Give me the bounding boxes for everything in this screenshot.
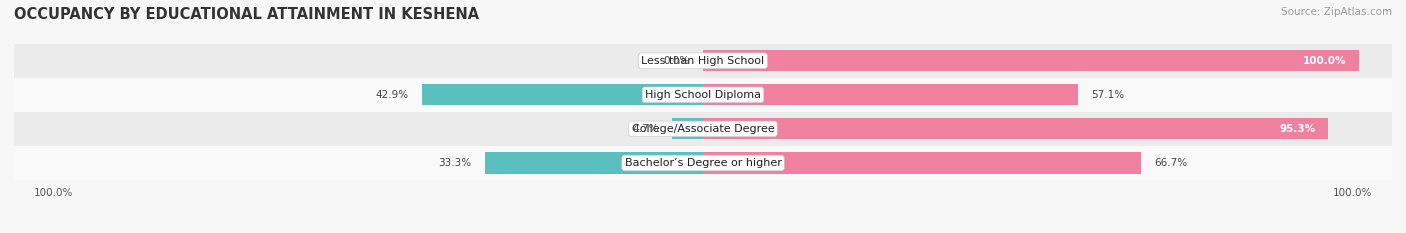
Text: Source: ZipAtlas.com: Source: ZipAtlas.com [1281,7,1392,17]
Text: 95.3%: 95.3% [1279,124,1315,134]
Bar [703,118,1329,140]
Text: 0.0%: 0.0% [664,56,690,66]
Text: College/Associate Degree: College/Associate Degree [631,124,775,134]
Text: High School Diploma: High School Diploma [645,90,761,100]
Bar [672,118,703,140]
Text: 100.0%: 100.0% [1302,56,1346,66]
Text: 42.9%: 42.9% [375,90,408,100]
Text: 33.3%: 33.3% [439,158,471,168]
Legend: Owner-occupied, Renter-occupied: Owner-occupied, Renter-occupied [582,230,824,233]
Text: 66.7%: 66.7% [1154,158,1187,168]
Bar [485,152,703,174]
Bar [703,84,1077,105]
Text: 57.1%: 57.1% [1091,90,1123,100]
Text: OCCUPANCY BY EDUCATIONAL ATTAINMENT IN KESHENA: OCCUPANCY BY EDUCATIONAL ATTAINMENT IN K… [14,7,479,22]
Text: 4.7%: 4.7% [633,124,659,134]
Bar [703,50,1360,71]
Text: Less than High School: Less than High School [641,56,765,66]
Text: Bachelor’s Degree or higher: Bachelor’s Degree or higher [624,158,782,168]
Bar [14,44,1392,78]
Bar [14,146,1392,180]
Bar [422,84,703,105]
Bar [703,152,1140,174]
Bar [14,78,1392,112]
Text: 100.0%: 100.0% [1333,188,1372,198]
Bar [14,112,1392,146]
Text: 100.0%: 100.0% [34,188,73,198]
